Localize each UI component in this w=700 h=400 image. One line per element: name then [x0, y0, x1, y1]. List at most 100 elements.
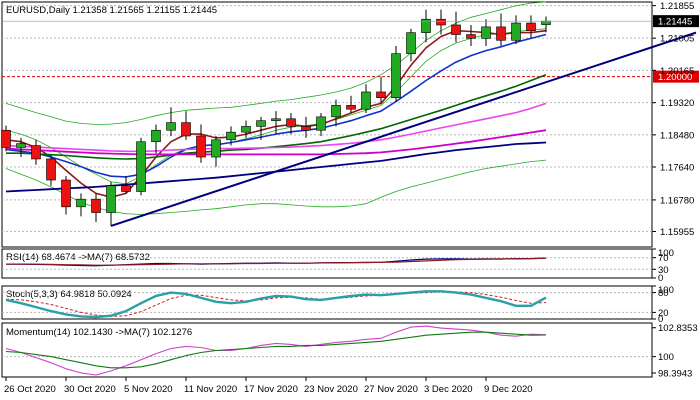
candle-body-down	[31, 145, 41, 160]
rsi-pane-border	[1, 248, 653, 279]
candle	[91, 193, 101, 223]
momentum-pane-border	[1, 322, 653, 378]
candle-body-up	[361, 91, 371, 110]
reference-level-tag	[653, 70, 699, 83]
price-pane[interactable]: 1.20000 1.21855 1.21005 1.20165 1.19320 1.18…	[1, 1, 700, 248]
candle	[1, 125, 11, 152]
moving-average-6	[5, 102, 547, 153]
trendline[interactable]	[110, 31, 697, 227]
candle-body-down	[496, 26, 506, 41]
moving-average-7	[5, 129, 547, 156]
candle-body-up	[226, 131, 236, 141]
candle	[496, 13, 506, 47]
stoch-tick-label: 20	[658, 308, 669, 319]
candle-body-down	[466, 34, 476, 39]
candle-body-down	[196, 135, 206, 158]
momentum-line-1	[5, 331, 547, 369]
time-tick-label: 11 Nov 2020	[184, 384, 237, 395]
candle-body-up	[271, 118, 281, 121]
stoch-label: Stoch(5,3,3) 64.9818 50.0924	[6, 289, 132, 300]
candle-body-down	[436, 18, 446, 26]
candle-body-down	[301, 126, 311, 131]
candle	[226, 126, 236, 146]
candle	[76, 193, 86, 217]
candle	[181, 111, 191, 140]
candlesticks	[1, 9, 551, 226]
candle	[346, 95, 356, 114]
rsi-label: RSI(14) 68.4674 ->MA(7) 68.5732	[6, 252, 150, 263]
candle	[466, 24, 476, 47]
candle-body-down	[91, 198, 101, 213]
price-tick-label: 1.21855	[660, 1, 694, 12]
stoch-tick-label: 100	[658, 285, 674, 296]
candle-body-up	[106, 185, 116, 213]
candle-body-up	[331, 105, 341, 118]
price-pane-border	[1, 1, 653, 248]
candle-body-up	[511, 22, 521, 41]
candle-body-up	[391, 53, 401, 99]
candle	[406, 28, 416, 62]
rsi-tick-label: 100	[658, 248, 674, 259]
rsi-line-1	[6, 257, 547, 266]
candle	[61, 176, 71, 215]
candle-body-up	[166, 122, 176, 131]
time-tick-label: 3 Dec 2020	[424, 384, 473, 395]
candle-body-down	[46, 158, 56, 181]
candle	[481, 19, 491, 47]
momentum-tick-label: 98.3943	[658, 368, 692, 379]
price-tick-label: 1.19320	[660, 98, 694, 109]
candle	[316, 113, 326, 136]
candle-body-up	[541, 20, 551, 25]
price-tick-label: 1.17640	[660, 162, 694, 173]
time-tick-label: 26 Oct 2020	[4, 384, 56, 395]
candle	[526, 15, 536, 39]
candle	[106, 181, 116, 226]
candle-body-down	[121, 185, 131, 192]
candle	[196, 124, 206, 163]
trendline-segment[interactable]	[110, 31, 697, 227]
candle	[256, 116, 266, 140]
price-tick-label: 1.15955	[660, 227, 694, 238]
candle-body-up	[211, 139, 221, 158]
candle-body-up	[406, 32, 416, 54]
candle	[136, 137, 146, 196]
reference-level-label: 1.20000	[658, 72, 692, 83]
candle-body-down	[451, 24, 461, 35]
candle-body-down	[526, 22, 536, 32]
candle-body-up	[16, 143, 26, 148]
price-axis: 1.21855 1.21005 1.20165 1.19320 1.18480 1.176…	[2, 1, 699, 238]
candle	[511, 15, 521, 45]
candle	[361, 84, 371, 114]
time-tick-label: 9 Dec 2020	[484, 384, 533, 395]
momentum-tick-label: 102.8353	[658, 323, 698, 334]
stoch-line-1	[5, 290, 547, 319]
candle-body-up	[256, 120, 266, 127]
candle	[166, 107, 176, 136]
candle	[211, 135, 221, 167]
candle-body-up	[316, 116, 326, 131]
symbol-header: EURUSD,Daily 1.21358 1.21565 1.21155 1.2…	[6, 5, 217, 16]
stoch-pane-border	[1, 285, 653, 320]
time-tick-label: 27 Nov 2020	[364, 384, 418, 395]
candle	[286, 113, 296, 135]
candle	[241, 120, 251, 138]
price-tick-label: 1.20165	[660, 66, 694, 77]
candle	[301, 116, 311, 138]
momentum-pane[interactable]: Momentum(14) 102.1430 ->MA(7) 102.1276 1…	[1, 322, 698, 379]
time-tick-label: 30 Oct 2020	[64, 384, 116, 395]
momentum-line-0	[5, 325, 547, 376]
candle	[46, 155, 56, 186]
rsi-tick-label: 30	[658, 265, 669, 276]
stoch-tick-label: 0	[658, 314, 663, 325]
candle	[421, 9, 431, 43]
stoch-tick-label: 80	[658, 288, 669, 299]
candle-body-up	[136, 141, 146, 192]
candle	[331, 99, 341, 127]
candle-body-up	[421, 18, 431, 33]
momentum-tick-label: 100	[658, 352, 674, 363]
candle	[151, 124, 161, 154]
momentum-label: Momentum(14) 102.1430 ->MA(7) 102.1276	[6, 327, 192, 338]
